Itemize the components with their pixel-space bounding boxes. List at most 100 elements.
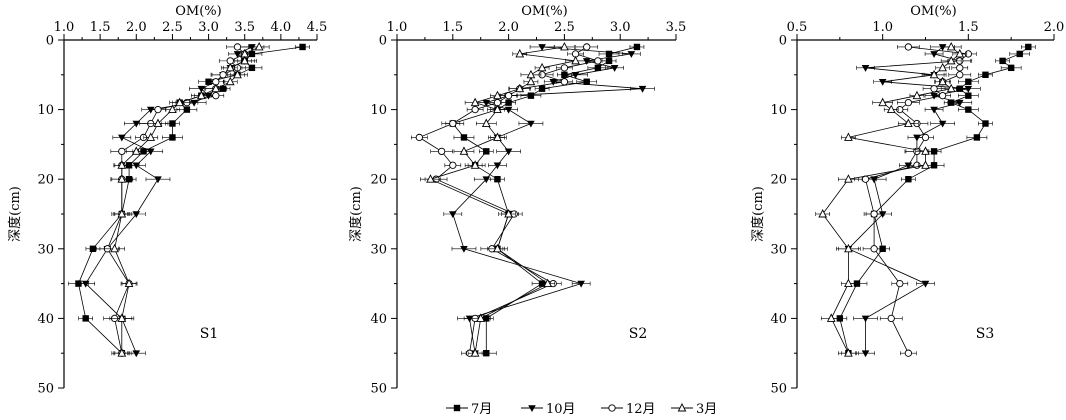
data-point [870,176,878,184]
data-point [146,148,155,156]
data-point [146,106,155,114]
data-point [526,69,536,79]
data-point [175,97,184,107]
x-tick-label: 1.0 [54,20,75,35]
data-point [82,315,89,322]
data-point [965,106,972,113]
data-point [594,57,602,65]
data-point [930,51,938,58]
y-tick-label: 20 [770,173,787,188]
data-point [493,243,502,253]
data-point [470,97,480,107]
data-point [248,44,256,51]
data-point [633,43,641,51]
data-point [844,243,853,253]
data-point [560,64,569,72]
data-point [117,160,127,169]
data-point [594,64,602,72]
data-point [930,85,938,93]
data-point [930,162,938,169]
x-axis-title: OM(%) [175,4,221,19]
data-point [861,315,870,323]
data-point [870,245,878,253]
data-point [132,120,141,128]
legend-label: 12月 [626,402,656,417]
data-point [527,120,535,128]
data-point [132,162,141,170]
x-tick-label: 1.5 [90,20,111,35]
data-point [197,85,206,93]
data-point [965,78,972,85]
data-point [904,349,913,357]
series-line [847,46,969,354]
y-tick-label: 20 [370,173,387,188]
data-point [921,160,930,169]
data-point [982,120,989,127]
data-point [605,50,613,58]
data-point [904,98,913,107]
data-point [577,280,585,288]
data-point [481,118,491,127]
data-point [538,85,546,92]
data-point [482,176,491,184]
data-point [132,211,141,218]
series-line [452,46,637,354]
data-point [426,174,435,183]
data-point [638,85,647,93]
legend-label: 3月 [696,402,717,417]
data-point [930,106,938,114]
data-point [169,134,176,141]
series-2 [76,44,265,358]
data-point [131,146,141,155]
data-point [965,92,972,99]
data-point [886,104,896,114]
series-line [106,46,246,354]
data-point [460,134,468,141]
data-point [219,71,227,79]
series-line [85,46,253,354]
y-tick-label: 40 [370,312,387,327]
data-point [248,64,256,72]
data-point [946,41,956,51]
data-point [870,210,878,218]
data-point [493,162,502,170]
data-point [515,48,525,58]
y-tick-label: 30 [770,242,787,257]
x-tick-label: 2.0 [1044,20,1065,35]
legend-entry: 12月 [601,402,656,417]
y-tick-label: 0 [379,34,387,49]
x-tick-label: 1.0 [387,20,408,35]
series-line [839,46,1029,354]
data-point [861,175,870,183]
data-point [878,211,887,218]
data-point [225,62,235,72]
data-point [904,43,913,51]
y-tick-label: 20 [37,173,54,188]
y-tick-label: 0 [779,34,787,49]
data-point [81,280,90,288]
data-point [168,104,177,114]
legend-entry: 10月 [521,402,576,417]
legend-label: 10月 [546,402,576,417]
legend: 7月 10月 12月 3月 [446,402,717,417]
data-point [437,147,446,156]
data-point [493,90,502,100]
series-line [452,46,643,354]
legend-entry: 3月 [671,402,717,417]
data-point [117,313,127,322]
panel-s2: 1.0 1.5 2.0 2.5 3.0 3.5 0 10 20 30 40 50 OM(%) 深度(cm)… [348,4,686,397]
data-point [1025,43,1032,51]
x-tick-label: 4.0 [271,20,292,35]
data-point [117,209,127,218]
y-axis-title: 深度(cm) [7,186,23,242]
data-point [887,314,895,323]
data-point [938,76,947,86]
data-point [861,65,870,72]
y-tick-label: 40 [770,312,787,327]
data-point [538,44,546,51]
data-point [904,118,913,127]
data-point [449,119,457,128]
data-point [878,78,887,86]
data-point [844,348,853,357]
